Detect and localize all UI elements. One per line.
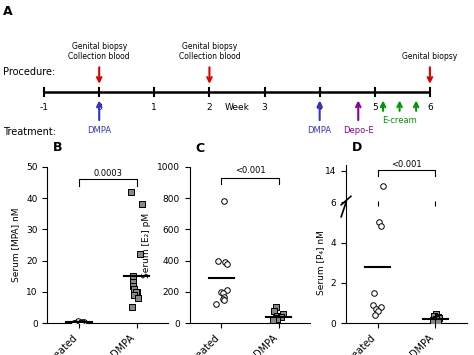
Point	[71, 320, 79, 326]
Y-axis label: Serum [MPA] nM: Serum [MPA] nM	[12, 208, 21, 282]
Text: Depo-E: Depo-E	[343, 126, 374, 135]
Point	[219, 290, 226, 295]
Point	[128, 305, 136, 310]
Point	[71, 320, 79, 326]
Point	[371, 312, 378, 318]
Point	[273, 313, 281, 319]
Text: 5: 5	[372, 103, 378, 112]
Point	[434, 314, 441, 320]
Point	[78, 320, 85, 325]
Text: DMPA: DMPA	[87, 126, 111, 135]
Point	[374, 308, 382, 314]
Text: E-cream: E-cream	[382, 116, 417, 125]
Point	[81, 319, 88, 325]
Text: Genital biopsy
Collection blood: Genital biopsy Collection blood	[68, 42, 130, 61]
Point	[223, 261, 230, 267]
Text: <0.001: <0.001	[391, 160, 422, 169]
Point	[138, 202, 146, 207]
Point	[377, 304, 385, 310]
Point	[429, 317, 437, 323]
Point	[273, 305, 280, 310]
Point	[435, 315, 443, 321]
Point	[434, 318, 441, 324]
Text: Week: Week	[225, 103, 249, 112]
Point	[372, 306, 380, 312]
Text: 4: 4	[317, 103, 322, 112]
Text: D: D	[352, 141, 362, 154]
Point	[212, 301, 219, 307]
Point	[430, 313, 438, 319]
Point	[130, 292, 138, 298]
Point	[130, 286, 138, 291]
Point	[272, 316, 280, 321]
Point	[76, 320, 84, 326]
Point	[270, 308, 277, 313]
Text: Treatment:: Treatment:	[3, 127, 56, 137]
Point	[128, 189, 135, 195]
Point	[377, 224, 384, 229]
Point	[129, 280, 137, 285]
Point	[220, 294, 228, 300]
Y-axis label: Serum [P₄] nM: Serum [P₄] nM	[316, 230, 325, 295]
Point	[432, 316, 440, 322]
Point	[273, 316, 281, 322]
Point	[379, 49, 386, 54]
Point	[129, 273, 137, 279]
Text: DMPA: DMPA	[308, 126, 332, 135]
Point	[219, 296, 227, 302]
Point	[269, 317, 277, 323]
Text: 1: 1	[152, 103, 157, 112]
Text: 6: 6	[427, 103, 433, 112]
Text: 2: 2	[207, 103, 212, 112]
Point	[429, 318, 437, 323]
Point	[137, 251, 144, 257]
Point	[80, 320, 87, 326]
Text: C: C	[195, 142, 204, 155]
Point	[78, 320, 85, 326]
Text: Genital biopsy: Genital biopsy	[402, 53, 457, 61]
Text: B: B	[53, 141, 63, 154]
Point	[132, 289, 140, 295]
Text: -1: -1	[40, 103, 49, 112]
Point	[379, 183, 386, 189]
Point	[221, 198, 228, 204]
Point	[134, 295, 142, 301]
Text: 0.0003: 0.0003	[93, 169, 122, 179]
Point	[277, 314, 285, 320]
Point	[133, 289, 141, 295]
Point	[76, 320, 84, 326]
Text: A: A	[3, 5, 12, 18]
Point	[214, 258, 222, 263]
Text: 3: 3	[262, 103, 267, 112]
Point	[432, 311, 439, 317]
Point	[223, 288, 230, 293]
Text: Procedure:: Procedure:	[3, 67, 55, 77]
Point	[74, 319, 82, 324]
Text: 0: 0	[96, 103, 102, 112]
Point	[129, 283, 137, 288]
Point	[221, 259, 229, 265]
Point	[217, 289, 225, 295]
Point	[220, 297, 228, 303]
Point	[369, 302, 377, 308]
Text: <0.001: <0.001	[235, 166, 265, 175]
Point	[279, 312, 287, 317]
Point	[375, 220, 383, 225]
Point	[70, 320, 78, 326]
Y-axis label: Serum [E₂] pM: Serum [E₂] pM	[142, 212, 151, 278]
Point	[370, 290, 377, 296]
Text: Genital biopsy
Collection blood: Genital biopsy Collection blood	[179, 42, 240, 61]
